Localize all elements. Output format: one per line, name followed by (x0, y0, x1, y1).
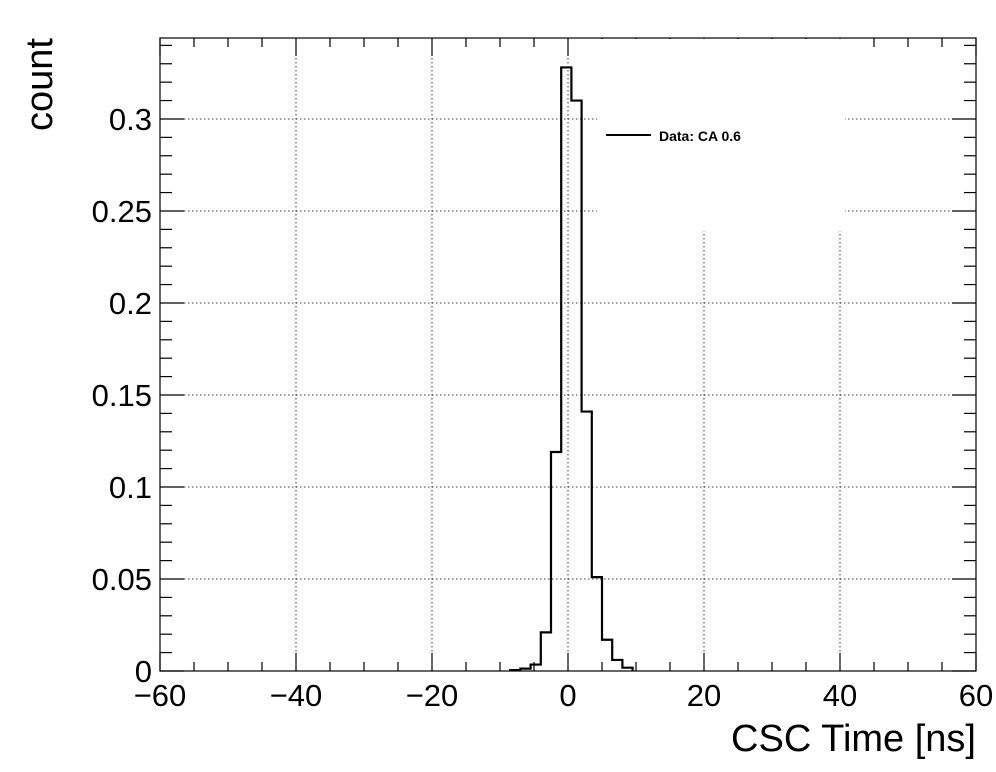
plot-frame (159, 37, 977, 672)
y-tick-label: 0.3 (109, 102, 152, 137)
x-tick-label: 40 (823, 678, 857, 713)
histogram-series-line (509, 66, 634, 672)
x-tick-label: −20 (406, 678, 459, 713)
x-tick-label: −60 (134, 678, 187, 713)
y-tick-label: 0.15 (92, 378, 152, 413)
x-axis-title: CSC Time [ns] (731, 718, 976, 760)
x-tick-label: 20 (687, 678, 721, 713)
x-tick-label: 60 (959, 678, 993, 713)
y-tick-label: 0.25 (92, 194, 152, 229)
y-tick-label: 0 (135, 654, 152, 689)
x-tick-label: −40 (270, 678, 323, 713)
tick-labels: −60 −40 −20 0 20 40 60 0 0.05 0.1 0.15 0.2 0.25 0.3 (92, 102, 994, 713)
legend-entry-label: Data: CA 0.6 (659, 128, 741, 144)
y-axis-title: count (19, 38, 61, 131)
y-tick-label: 0.05 (92, 562, 152, 597)
y-tick-label: 0.2 (109, 286, 152, 321)
y-tick-label: 0.1 (109, 470, 152, 505)
x-tick-label: 0 (559, 678, 576, 713)
